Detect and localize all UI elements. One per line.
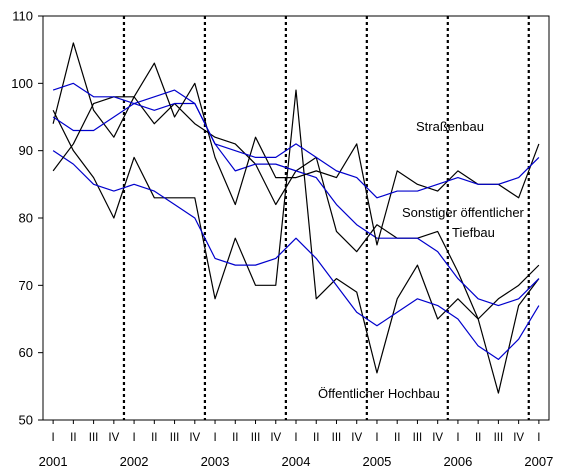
x-year-label-3: 2004 — [282, 454, 311, 469]
y-axis: 50 60 70 80 90 100 110 — [11, 9, 43, 428]
x-quarter-label-1: II — [70, 432, 76, 444]
x-quarter-label-13: II — [313, 432, 319, 444]
x-year-label-4: 2005 — [362, 454, 391, 469]
x-quarter-label-15: IV — [351, 432, 362, 444]
x-quarter-label-7: IV — [189, 432, 200, 444]
series-line-4 — [52, 62, 540, 246]
annotation-strassenbau: Straßenbau — [416, 119, 484, 134]
x-quarter-label-16: I — [375, 432, 378, 444]
x-quarter-label-12: I — [294, 432, 297, 444]
y-tick-label-1: 60 — [19, 345, 33, 360]
x-year-label-2: 2003 — [201, 454, 230, 469]
x-quarter-label-3: IV — [108, 432, 119, 444]
x-year-label-6: 2007 — [524, 454, 553, 469]
x-quarter-label-5: II — [151, 432, 157, 444]
x-quarter-label-0: I — [52, 432, 55, 444]
x-quarter-label-9: II — [232, 432, 238, 444]
series-line-5 — [52, 82, 540, 199]
y-tick-label-2: 70 — [19, 278, 33, 293]
x-quarter-label-23: IV — [513, 432, 524, 444]
x-year-label-5: 2006 — [443, 454, 472, 469]
series-line-1 — [52, 150, 540, 360]
y-tick-label-3: 80 — [19, 211, 33, 226]
x-year-label-0: 2001 — [39, 454, 68, 469]
annotation-sonstiger-tiefbau-line1: Sonstiger öffentlicher — [402, 205, 525, 220]
x-quarter-label-20: I — [456, 432, 459, 444]
x-axis: I II III IV I II III IV I II III IV I II III IV I II III IV… — [39, 420, 553, 469]
x-quarter-label-11: IV — [270, 432, 281, 444]
x-quarter-label-2: III — [89, 432, 99, 444]
x-quarter-label-4: I — [132, 432, 135, 444]
y-tick-label-4: 90 — [19, 143, 33, 158]
x-quarter-label-21: II — [475, 432, 481, 444]
x-quarter-label-10: III — [251, 432, 261, 444]
x-year-label-1: 2002 — [120, 454, 149, 469]
x-quarter-label-8: I — [213, 432, 216, 444]
year-dividers — [122, 16, 530, 420]
x-quarter-label-19: IV — [432, 432, 443, 444]
annotation-sonstiger-tiefbau-line2: Tiefbau — [452, 225, 495, 240]
series-lines — [52, 42, 540, 394]
x-quarter-label-17: II — [394, 432, 400, 444]
x-quarter-label-14: III — [332, 432, 342, 444]
y-tick-label-5: 100 — [11, 76, 33, 91]
y-tick-label-6: 110 — [12, 9, 33, 24]
x-quarter-label-24: I — [537, 432, 540, 444]
x-quarter-label-18: III — [413, 432, 423, 444]
series-line-0 — [52, 89, 540, 394]
x-quarter-label-22: III — [494, 432, 504, 444]
x-quarter-label-6: III — [170, 432, 180, 444]
annotation-oeffentlicher-hochbau: Öffentlicher Hochbau — [318, 386, 440, 401]
y-tick-label-0: 50 — [19, 413, 33, 428]
